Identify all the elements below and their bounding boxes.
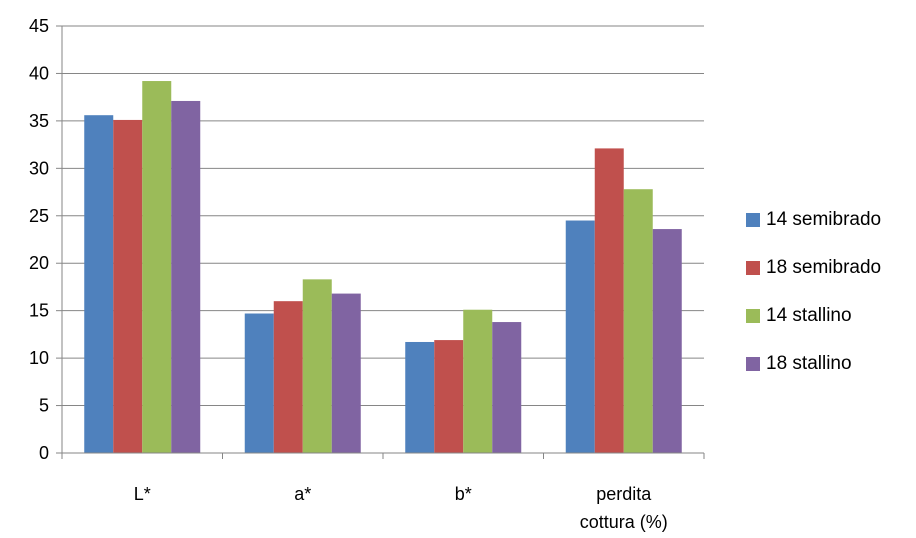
legend-label: 18 semibrado [766, 257, 882, 278]
x-tick-label: cottura (%) [580, 512, 668, 532]
y-tick-label: 10 [29, 348, 49, 368]
y-tick-label: 0 [39, 443, 49, 463]
legend: 14 semibrado 18 semibrado 14 stallino 18 st… [746, 196, 881, 388]
bar [302, 279, 332, 453]
x-tick-label: a* [294, 484, 311, 504]
legend-swatch [746, 357, 760, 371]
y-tick-label: 40 [29, 63, 49, 83]
bar [565, 220, 595, 453]
y-tick-label: 5 [39, 396, 49, 416]
legend-item: 18 semibrado [746, 244, 881, 292]
x-tick-label: b* [455, 484, 472, 504]
legend-swatch [746, 309, 760, 323]
y-tick-label: 25 [29, 206, 49, 226]
bar [652, 229, 682, 453]
y-tick-label: 20 [29, 253, 49, 273]
legend-item: 14 semibrado [746, 196, 881, 244]
legend-label: 14 semibrado [766, 209, 882, 230]
y-tick-label: 45 [29, 16, 49, 36]
legend-item: 14 stallino [746, 292, 881, 340]
bar [463, 309, 493, 453]
bar [273, 301, 303, 453]
legend-item: 18 stallino [746, 340, 881, 388]
legend-swatch [746, 261, 760, 275]
bar [171, 100, 201, 453]
x-tick-label: perdita [596, 484, 652, 504]
legend-swatch [746, 213, 760, 227]
axes [56, 25, 705, 459]
y-tick-label: 30 [29, 158, 49, 178]
x-tick-labels: L* a* b* perdita cottura (%) [134, 484, 668, 532]
bar [244, 313, 274, 453]
bar [331, 293, 361, 453]
bar [492, 322, 522, 453]
bar [434, 340, 464, 453]
y-tick-labels: 0 5 10 15 20 25 30 35 40 45 [29, 16, 49, 463]
y-tick-label: 35 [29, 111, 49, 131]
bar [113, 119, 143, 453]
bar [623, 189, 653, 453]
legend-label: 18 stallino [766, 353, 852, 374]
bar [142, 81, 172, 453]
bar [594, 148, 624, 453]
bar [84, 115, 114, 453]
bars [84, 81, 682, 453]
x-tick-label: L* [134, 484, 151, 504]
bar [405, 341, 435, 453]
legend-label: 14 stallino [766, 305, 852, 326]
y-tick-label: 15 [29, 301, 49, 321]
